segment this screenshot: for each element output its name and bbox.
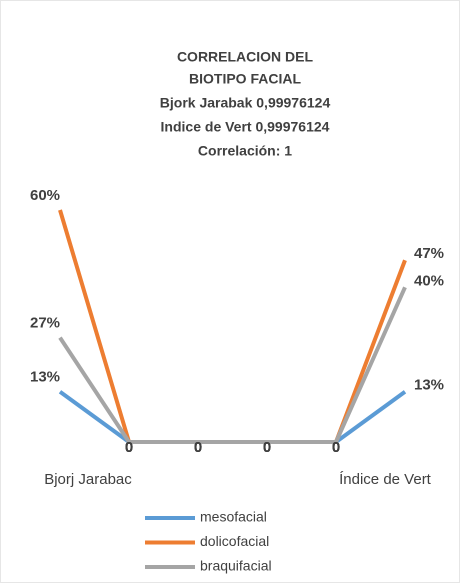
data-label: 0 bbox=[194, 439, 202, 456]
chart-subtitle: Correlación: 1 bbox=[198, 143, 292, 159]
data-label: 0 bbox=[125, 439, 133, 456]
x-tick-label: Bjorj Jarabac bbox=[44, 471, 132, 488]
data-label: 13% bbox=[30, 369, 60, 386]
data-label: 0 bbox=[263, 439, 271, 456]
data-label: 0 bbox=[263, 439, 271, 456]
data-label: 0 bbox=[194, 439, 202, 456]
legend-label: dolicofacial bbox=[200, 533, 269, 549]
data-label: 40% bbox=[414, 272, 444, 289]
data-label: 0 bbox=[332, 439, 340, 456]
data-label: 0 bbox=[194, 439, 202, 456]
x-tick-label: Índice de Vert bbox=[339, 471, 432, 488]
chart-title: CORRELACION DEL bbox=[177, 49, 314, 65]
data-label: 0 bbox=[125, 439, 133, 456]
chart-subtitle: Indice de Vert 0,99976124 bbox=[161, 119, 330, 135]
data-label: 0 bbox=[125, 439, 133, 456]
legend-label: braquifacial bbox=[200, 558, 272, 574]
data-label: 0 bbox=[332, 439, 340, 456]
data-label: 60% bbox=[30, 187, 60, 204]
data-label: 27% bbox=[30, 315, 60, 332]
data-label: 47% bbox=[414, 245, 444, 262]
data-label: 0 bbox=[263, 439, 271, 456]
series-line bbox=[58, 286, 407, 444]
legend-label: mesofacial bbox=[200, 509, 267, 525]
data-label: 0 bbox=[332, 439, 340, 456]
data-label: 13% bbox=[414, 377, 444, 394]
chart-subtitle: Bjork Jarabak 0,99976124 bbox=[160, 95, 331, 111]
chart-title: BIOTIPO FACIAL bbox=[189, 71, 301, 87]
